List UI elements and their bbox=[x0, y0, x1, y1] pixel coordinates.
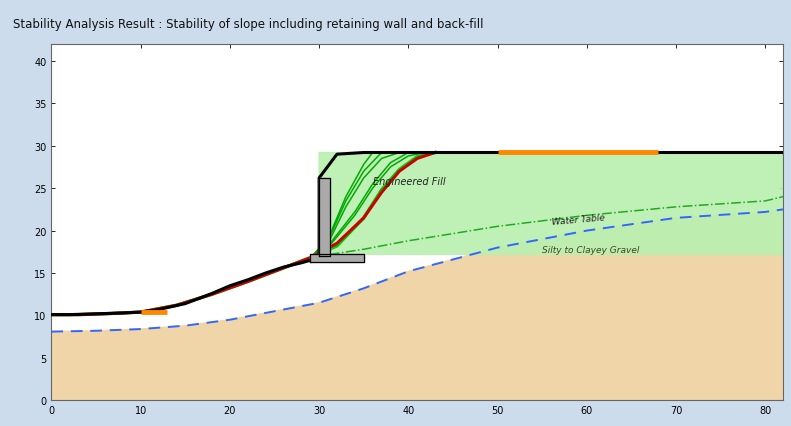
Text: Engineered Fill: Engineered Fill bbox=[373, 176, 445, 187]
Polygon shape bbox=[51, 210, 783, 400]
Text: Stability Analysis Result : Stability of slope including retaining wall and back: Stability Analysis Result : Stability of… bbox=[13, 18, 484, 31]
Text: Water Table: Water Table bbox=[551, 213, 605, 226]
Polygon shape bbox=[319, 178, 330, 256]
Text: Silty to Clayey Gravel: Silty to Clayey Gravel bbox=[542, 245, 640, 254]
Polygon shape bbox=[310, 255, 364, 262]
Polygon shape bbox=[319, 153, 783, 256]
